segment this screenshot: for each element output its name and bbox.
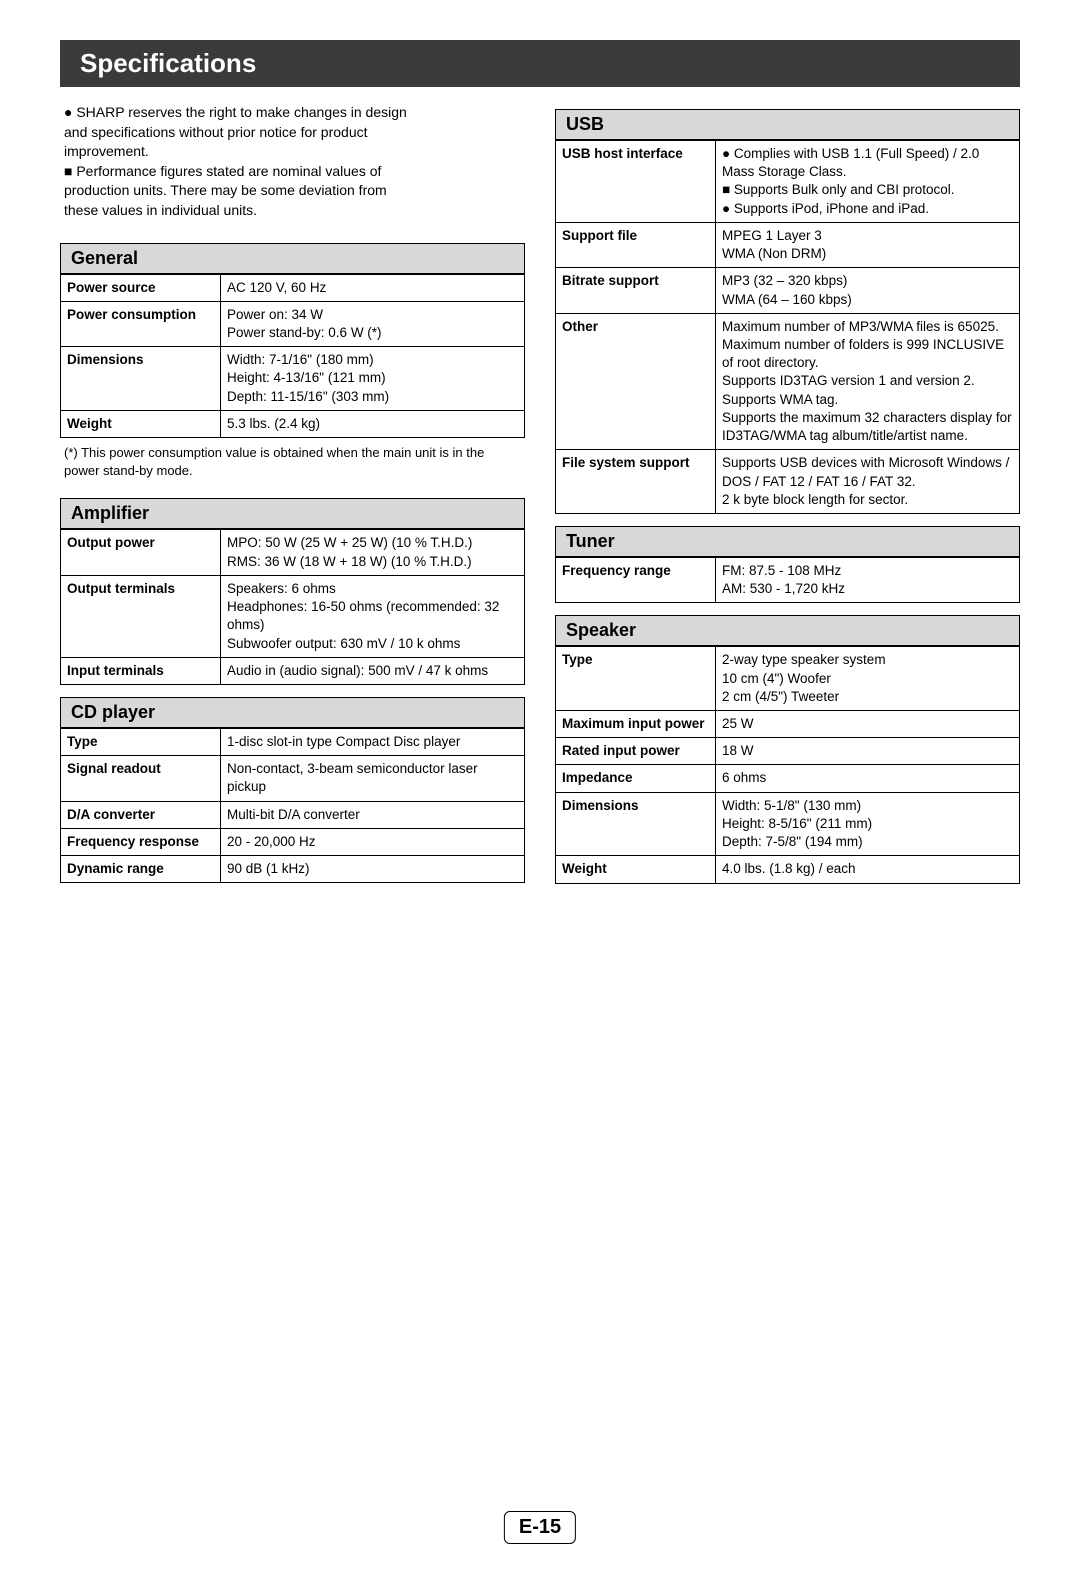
table-row: D/A converter Multi-bit D/A converter	[61, 801, 525, 828]
cell-label: Dynamic range	[61, 856, 221, 883]
cell-label: Output power	[61, 530, 221, 575]
table-row: Other Maximum number of MP3/WMA files is…	[556, 313, 1020, 450]
left-column: ● SHARP reserves the right to make chang…	[60, 97, 525, 884]
cell-value: 5.3 lbs. (2.4 kg)	[221, 410, 525, 437]
cell-value: 25 W	[716, 711, 1020, 738]
cell-value: 20 - 20,000 Hz	[221, 828, 525, 855]
table-row: Impedance 6 ohms	[556, 765, 1020, 792]
table-row: Support file MPEG 1 Layer 3 WMA (Non DRM…	[556, 222, 1020, 267]
intro-line: ● SHARP reserves the right to make chang…	[64, 103, 521, 123]
cell-value: Speakers: 6 ohms Headphones: 16-50 ohms …	[221, 575, 525, 657]
cell-label: USB host interface	[556, 141, 716, 223]
cell-label: Maximum input power	[556, 711, 716, 738]
table-row: Bitrate support MP3 (32 – 320 kbps) WMA …	[556, 268, 1020, 313]
table-usb: USB host interface ● Complies with USB 1…	[555, 140, 1020, 514]
page-title: Specifications	[80, 48, 256, 78]
intro-line: production units. There may be some devi…	[64, 181, 521, 201]
cell-value: 2-way type speaker system 10 cm (4") Woo…	[716, 647, 1020, 711]
cell-value: Non-contact, 3-beam semiconductor laser …	[221, 756, 525, 801]
cell-label: Dimensions	[61, 347, 221, 411]
cell-label: Type	[61, 729, 221, 756]
table-row: Dimensions Width: 5-1/8" (130 mm) Height…	[556, 792, 1020, 856]
intro-line: these values in individual units.	[64, 201, 521, 221]
spec-page: Specifications ● SHARP reserves the righ…	[0, 40, 1080, 1574]
intro-line: and specifications without prior notice …	[64, 123, 521, 143]
table-row: Maximum input power 25 W	[556, 711, 1020, 738]
general-footnote: (*) This power consumption value is obta…	[60, 438, 525, 486]
cell-value: Power on: 34 W Power stand-by: 0.6 W (*)	[221, 301, 525, 346]
intro-line: improvement.	[64, 142, 521, 162]
cell-label: Frequency response	[61, 828, 221, 855]
content-columns: ● SHARP reserves the right to make chang…	[0, 97, 1080, 884]
cell-value: Audio in (audio signal): 500 mV / 47 k o…	[221, 657, 525, 684]
cell-label: Frequency range	[556, 557, 716, 602]
cell-label: Impedance	[556, 765, 716, 792]
cell-value: 18 W	[716, 738, 1020, 765]
section-header-usb: USB	[555, 109, 1020, 140]
table-row: Signal readout Non-contact, 3-beam semic…	[61, 756, 525, 801]
cell-label: D/A converter	[61, 801, 221, 828]
cell-value: Multi-bit D/A converter	[221, 801, 525, 828]
cell-label: Rated input power	[556, 738, 716, 765]
table-row: Type 1-disc slot-in type Compact Disc pl…	[61, 729, 525, 756]
cell-value: AC 120 V, 60 Hz	[221, 274, 525, 301]
section-header-general: General	[60, 243, 525, 274]
cell-label: Support file	[556, 222, 716, 267]
page-number: E-15	[504, 1511, 576, 1544]
section-header-amplifier: Amplifier	[60, 498, 525, 529]
cell-value: MPO: 50 W (25 W + 25 W) (10 % T.H.D.) RM…	[221, 530, 525, 575]
intro-line: ■ Performance figures stated are nominal…	[64, 162, 521, 182]
table-row: Frequency range FM: 87.5 - 108 MHz AM: 5…	[556, 557, 1020, 602]
table-row: Type 2-way type speaker system 10 cm (4"…	[556, 647, 1020, 711]
table-row: USB host interface ● Complies with USB 1…	[556, 141, 1020, 223]
table-speaker: Type 2-way type speaker system 10 cm (4"…	[555, 646, 1020, 883]
table-row: Dimensions Width: 7-1/16" (180 mm) Heigh…	[61, 347, 525, 411]
page-title-bar: Specifications	[60, 40, 1020, 87]
section-header-cdplayer: CD player	[60, 697, 525, 728]
table-row: Weight 4.0 lbs. (1.8 kg) / each	[556, 856, 1020, 883]
table-general: Power source AC 120 V, 60 Hz Power consu…	[60, 274, 525, 439]
section-header-speaker: Speaker	[555, 615, 1020, 646]
table-tuner: Frequency range FM: 87.5 - 108 MHz AM: 5…	[555, 557, 1020, 603]
table-row: Dynamic range 90 dB (1 kHz)	[61, 856, 525, 883]
cell-value: Maximum number of MP3/WMA files is 65025…	[716, 313, 1020, 450]
cell-label: File system support	[556, 450, 716, 514]
cell-label: Output terminals	[61, 575, 221, 657]
cell-value: Width: 5-1/8" (130 mm) Height: 8-5/16" (…	[716, 792, 1020, 856]
table-row: Frequency response 20 - 20,000 Hz	[61, 828, 525, 855]
table-cdplayer: Type 1-disc slot-in type Compact Disc pl…	[60, 728, 525, 883]
cell-label: Dimensions	[556, 792, 716, 856]
table-row: Input terminals Audio in (audio signal):…	[61, 657, 525, 684]
cell-value: 1-disc slot-in type Compact Disc player	[221, 729, 525, 756]
table-amplifier: Output power MPO: 50 W (25 W + 25 W) (10…	[60, 529, 525, 685]
cell-label: Input terminals	[61, 657, 221, 684]
table-row: Output terminals Speakers: 6 ohms Headph…	[61, 575, 525, 657]
cell-label: Other	[556, 313, 716, 450]
cell-label: Weight	[61, 410, 221, 437]
cell-label: Signal readout	[61, 756, 221, 801]
right-column: USB USB host interface ● Complies with U…	[555, 97, 1020, 884]
cell-label: Bitrate support	[556, 268, 716, 313]
table-row: File system support Supports USB devices…	[556, 450, 1020, 514]
cell-value: 90 dB (1 kHz)	[221, 856, 525, 883]
cell-label: Power consumption	[61, 301, 221, 346]
cell-label: Type	[556, 647, 716, 711]
cell-value: Supports USB devices with Microsoft Wind…	[716, 450, 1020, 514]
cell-value: ● Complies with USB 1.1 (Full Speed) / 2…	[716, 141, 1020, 223]
intro-notes: ● SHARP reserves the right to make chang…	[60, 97, 525, 231]
table-row: Rated input power 18 W	[556, 738, 1020, 765]
table-row: Power source AC 120 V, 60 Hz	[61, 274, 525, 301]
cell-value: MP3 (32 – 320 kbps) WMA (64 – 160 kbps)	[716, 268, 1020, 313]
cell-value: MPEG 1 Layer 3 WMA (Non DRM)	[716, 222, 1020, 267]
cell-label: Power source	[61, 274, 221, 301]
table-row: Power consumption Power on: 34 W Power s…	[61, 301, 525, 346]
cell-value: 4.0 lbs. (1.8 kg) / each	[716, 856, 1020, 883]
section-header-tuner: Tuner	[555, 526, 1020, 557]
table-row: Weight 5.3 lbs. (2.4 kg)	[61, 410, 525, 437]
cell-value: 6 ohms	[716, 765, 1020, 792]
cell-label: Weight	[556, 856, 716, 883]
cell-value: FM: 87.5 - 108 MHz AM: 530 - 1,720 kHz	[716, 557, 1020, 602]
table-row: Output power MPO: 50 W (25 W + 25 W) (10…	[61, 530, 525, 575]
cell-value: Width: 7-1/16" (180 mm) Height: 4-13/16"…	[221, 347, 525, 411]
